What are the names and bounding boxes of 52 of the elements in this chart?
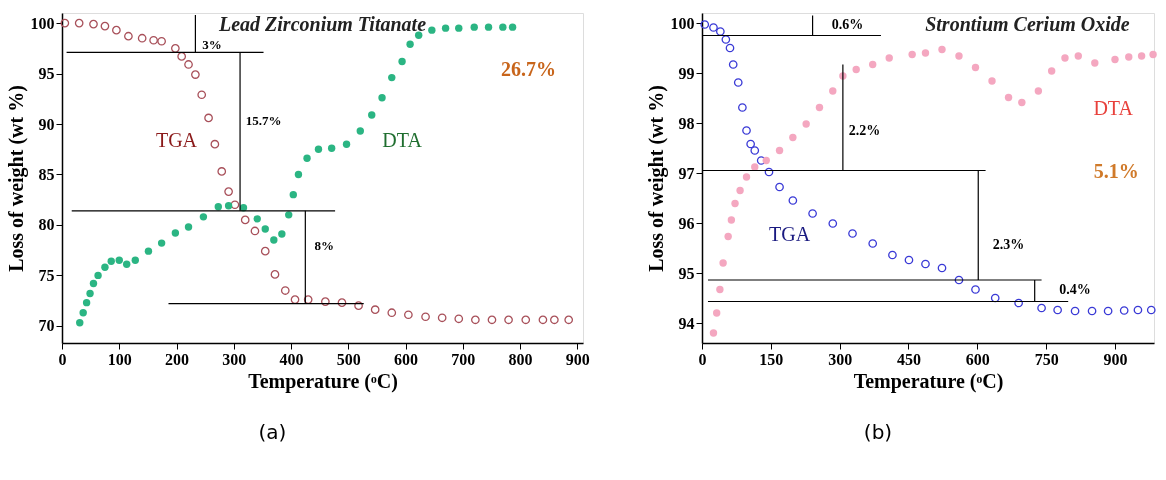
series-label: TGA [769, 223, 811, 245]
x-tick-label: 900 [1103, 350, 1128, 368]
chart-title: Strontium Cerium Oxide [925, 13, 1130, 35]
x-tick-label: 150 [759, 350, 784, 368]
chart-title: Lead Zirconium Titanate [217, 13, 427, 35]
annotation: 2.2% [848, 122, 881, 138]
y-tick-label: 99 [678, 64, 695, 82]
x-tick-label: 0 [58, 350, 67, 368]
x-tick-label: 700 [451, 350, 476, 368]
y-axis-title: Loss of weight (wt %) [4, 85, 28, 272]
annotation: 0.6% [831, 16, 864, 32]
y-tick-label: 97 [678, 164, 695, 182]
x-tick-label: 300 [828, 350, 853, 368]
annotation: 26.7% [501, 57, 557, 80]
y-tick-label: 85 [38, 165, 55, 183]
x-tick-label: 800 [508, 350, 533, 368]
annotation: 5.1% [1093, 160, 1139, 182]
text: (a) [258, 420, 287, 444]
annotation: 3% [202, 37, 222, 53]
x-tick-label: 400 [279, 350, 304, 368]
y-tick-label: 98 [678, 114, 695, 132]
y-tick-label: 95 [38, 65, 55, 83]
y-tick-label: 75 [38, 266, 55, 284]
x-tick-label: 900 [565, 350, 590, 368]
x-tick-label: 450 [897, 350, 921, 368]
y-tick-label: 100 [670, 14, 695, 32]
y-tick-label: 94 [678, 314, 695, 332]
y-tick-label: 95 [678, 264, 695, 282]
series-label: DTA [382, 129, 423, 152]
annotation: 2.3% [992, 237, 1025, 252]
x-tick-label: 500 [336, 350, 361, 368]
x-tick-label: 600 [394, 350, 419, 368]
x-tick-label: 0 [698, 350, 707, 368]
x-tick-label: 200 [165, 350, 190, 368]
y-tick-label: 90 [38, 115, 55, 133]
y-tick-label: 96 [678, 214, 695, 232]
y-axis-title: Loss of weight (wt %) [644, 85, 668, 272]
series-label: TGA [155, 129, 198, 152]
x-axis-title: Temperature (ᵒC) [853, 369, 1004, 393]
x-tick-label: 600 [965, 350, 990, 368]
annotation: 0.4% [1059, 281, 1091, 297]
y-tick-label: 100 [30, 14, 55, 32]
y-tick-label: 80 [38, 216, 55, 234]
annotation: 15.7% [245, 112, 282, 128]
y-tick-label: 70 [38, 317, 55, 335]
x-axis-title: Temperature (ᵒC) [248, 369, 398, 393]
x-tick-label: 300 [222, 350, 247, 368]
annotation: 8% [314, 238, 334, 254]
x-tick-label: 750 [1034, 350, 1059, 368]
x-tick-label: 100 [107, 350, 132, 368]
text: (b) [863, 420, 893, 444]
series-label: DTA [1093, 97, 1134, 119]
